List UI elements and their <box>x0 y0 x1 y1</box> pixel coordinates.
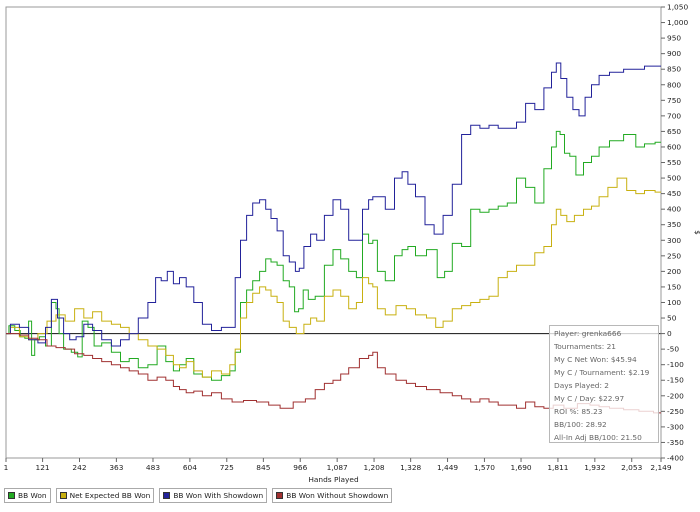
axes <box>5 6 665 462</box>
y-tick-label: 400 <box>667 205 681 214</box>
x-tick-label: 1,449 <box>437 463 458 472</box>
y-tick-label: 200 <box>667 267 681 276</box>
x-tick-label: 725 <box>220 463 234 472</box>
x-axis-title: Hands Played <box>308 475 359 484</box>
y-tick-label: 250 <box>667 251 681 260</box>
y-tick-label: 1,050 <box>667 3 688 12</box>
y-tick-label: 0 <box>667 329 672 338</box>
legend: BB Won Net Expected BB Won BB Won With S… <box>4 488 393 503</box>
y-tick-label: -350 <box>667 438 684 447</box>
y-tick-label: 150 <box>667 282 681 291</box>
x-tick-label: 1,690 <box>510 463 531 472</box>
y-tick-label: -50 <box>667 345 679 354</box>
y-tick-label: 600 <box>667 142 681 151</box>
stat-net-won: My C Net Won: $45.94 <box>554 355 637 364</box>
y-tick-label: 300 <box>667 236 681 245</box>
y-axis-title: $ <box>693 230 700 235</box>
series-layer <box>6 62 661 414</box>
x-tick-label: 1,328 <box>400 463 421 472</box>
y-tick-label: -150 <box>667 376 684 385</box>
y-tick-label: -100 <box>667 360 684 369</box>
x-tick-label: 2,149 <box>650 463 671 472</box>
y-tick-label: 100 <box>667 298 681 307</box>
x-tick-label: 2,053 <box>621 463 642 472</box>
y-tick-label: 850 <box>667 65 681 74</box>
legend-label: BB Won Without Showdown <box>286 491 389 500</box>
y-tick-label: 900 <box>667 49 681 58</box>
y-tick-label: -400 <box>667 454 684 463</box>
y-tick-label: -300 <box>667 422 684 431</box>
x-tick-label: 121 <box>36 463 50 472</box>
x-tick-label: 363 <box>109 463 123 472</box>
x-tick-label: 1 <box>4 463 9 472</box>
y-tick-label: 1,000 <box>667 18 688 27</box>
stat-per-tournament: My C / Tournament: $2.19 <box>554 368 650 377</box>
stat-tournaments: Tournaments: 21 <box>554 342 617 351</box>
legend-swatch <box>276 492 284 499</box>
x-tick-label: 1,811 <box>547 463 568 472</box>
x-tick-label: 242 <box>72 463 86 472</box>
legend-swatch <box>59 492 67 499</box>
y-tick-label: 450 <box>667 189 681 198</box>
x-tick-label: 966 <box>293 463 307 472</box>
legend-item-without-showdown[interactable]: BB Won Without Showdown <box>272 488 393 503</box>
stat-roi: ROI %: 85.23 <box>554 407 603 416</box>
stat-per-day: My C / Day: $22.97 <box>554 394 625 403</box>
legend-label: BB Won With Showdown <box>173 491 264 500</box>
x-tick-label: 483 <box>146 463 160 472</box>
y-tick-label: 350 <box>667 220 681 229</box>
plot-frame <box>5 6 662 459</box>
legend-item-bb-won[interactable]: BB Won <box>4 488 51 503</box>
x-tick-label: 1,932 <box>584 463 605 472</box>
stats-tooltip: Player: grenka666 Tournaments: 21 My C N… <box>549 325 659 443</box>
legend-swatch <box>8 492 15 499</box>
stat-allin-bb100: All-In Adj BB/100: 21.50 <box>554 433 642 442</box>
x-tick-label: 604 <box>183 463 197 472</box>
y-tick-label: 550 <box>667 158 681 167</box>
x-tick-label: 1,570 <box>474 463 495 472</box>
y-tick-label: 650 <box>667 127 681 136</box>
series-line-bb-won <box>6 130 661 381</box>
legend-swatch <box>163 492 171 499</box>
y-tick-label: 800 <box>667 80 681 89</box>
axis-labels: 1,0501,000950900850800750700650600550500… <box>4 3 700 485</box>
x-tick-label: 1,208 <box>363 463 384 472</box>
y-tick-label: -200 <box>667 391 684 400</box>
y-tick-label: 750 <box>667 96 681 105</box>
x-tick-label: 1,087 <box>327 463 348 472</box>
legend-label: BB Won <box>18 491 47 500</box>
legend-item-net-expected[interactable]: Net Expected BB Won <box>55 488 155 503</box>
series-line-net-expected-bb-won <box>6 177 661 378</box>
legend-label: Net Expected BB Won <box>69 491 151 500</box>
y-tick-label: 500 <box>667 174 681 183</box>
series-line-bb-won-without-showdown <box>6 333 661 414</box>
stat-bb100: BB/100: 28.92 <box>554 420 607 429</box>
y-tick-label: 950 <box>667 34 681 43</box>
x-tick-label: 845 <box>256 463 270 472</box>
stat-player: Player: grenka666 <box>554 329 622 338</box>
y-tick-label: 700 <box>667 111 681 120</box>
y-tick-label: 50 <box>667 314 677 323</box>
stat-days-played: Days Played: 2 <box>554 381 609 390</box>
series-line-bb-won-with-showdown <box>6 62 661 347</box>
legend-item-with-showdown[interactable]: BB Won With Showdown <box>159 488 268 503</box>
y-tick-label: -250 <box>667 407 684 416</box>
